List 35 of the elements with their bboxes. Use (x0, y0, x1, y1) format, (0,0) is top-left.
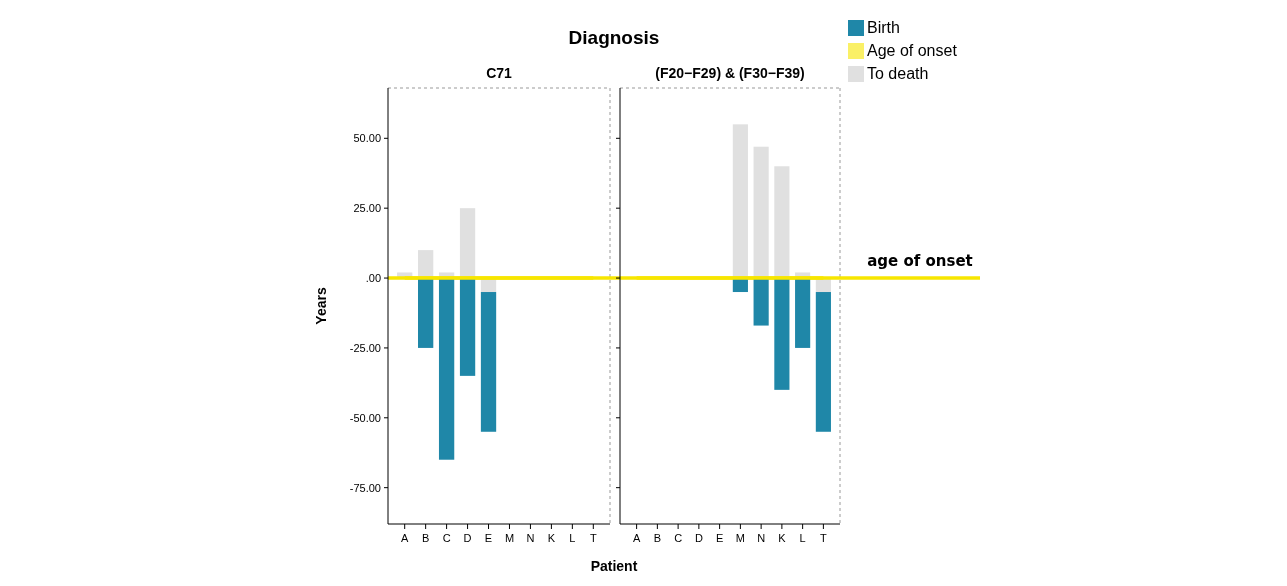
x-tick-label: M (735, 532, 745, 544)
x-tick-label: D (694, 532, 703, 544)
legend-label: Age of onset (867, 42, 958, 59)
y-axis-title: Years (313, 287, 329, 325)
x-tick-label: T (820, 532, 828, 544)
legend-label: Birth (867, 19, 900, 36)
x-tick-label: L (799, 532, 806, 544)
x-tick-label: N (757, 532, 766, 544)
x-tick-label: K (547, 532, 556, 544)
chart-subtitle: C71 (486, 65, 513, 81)
legend-label: To death (867, 65, 929, 82)
x-tick-label: B (421, 532, 430, 544)
ref-line-label: age of onset (867, 252, 973, 271)
y-tick-label: -25.00 (349, 341, 381, 354)
x-tick-label: K (778, 532, 787, 544)
x-tick-label: N (526, 532, 535, 544)
x-tick-label: D (463, 532, 472, 544)
y-tick-label: 50.00 (353, 132, 381, 145)
x-tick-label: T (589, 532, 597, 544)
y-tick-label: -75.00 (349, 481, 381, 494)
x-tick-label: L (569, 532, 576, 544)
y-tick-label: -50.00 (349, 411, 381, 424)
x-tick-label: M (504, 532, 515, 544)
x-tick-label: E (484, 532, 493, 544)
y-tick-label: 25.00 (353, 202, 381, 215)
y-tick-label: .00 (365, 271, 381, 284)
x-tick-label: A (401, 532, 410, 544)
chart-title: Diagnosis (568, 27, 660, 48)
chart-subtitle: (F20−F29) & (F30−F39) (655, 65, 805, 81)
x-tick-label: C (442, 532, 451, 544)
x-tick-label: B (653, 532, 662, 544)
x-tick-label: A (632, 532, 641, 544)
x-tick-label: E (715, 532, 724, 544)
x-tick-label: C (674, 532, 683, 544)
x-axis-title: Patient (590, 558, 638, 574)
